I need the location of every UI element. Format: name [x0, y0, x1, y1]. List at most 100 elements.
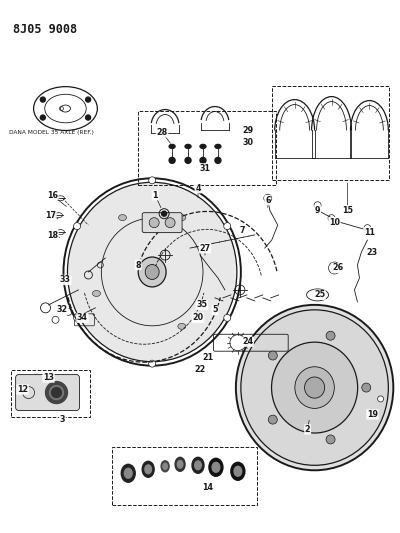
Ellipse shape [200, 144, 206, 148]
Text: 8J05 9008: 8J05 9008 [13, 23, 77, 36]
Ellipse shape [138, 257, 166, 287]
Text: 9: 9 [315, 206, 320, 215]
Text: 17: 17 [45, 211, 56, 220]
Text: 19: 19 [367, 410, 378, 419]
Circle shape [224, 223, 231, 230]
Text: 33: 33 [60, 276, 71, 285]
Text: 11: 11 [364, 228, 375, 237]
Circle shape [40, 97, 45, 102]
Text: 21: 21 [202, 353, 214, 362]
Bar [138, 110, 276, 185]
Text: DANA MODEL 35 AXLE (REF.): DANA MODEL 35 AXLE (REF.) [9, 131, 94, 135]
Ellipse shape [209, 458, 223, 477]
Text: 31: 31 [200, 164, 210, 173]
Circle shape [362, 383, 371, 392]
Ellipse shape [178, 324, 186, 329]
Ellipse shape [68, 182, 237, 362]
Ellipse shape [175, 457, 185, 471]
Ellipse shape [50, 385, 64, 400]
Circle shape [169, 157, 175, 163]
Ellipse shape [121, 464, 135, 482]
Bar [11, 370, 90, 417]
Circle shape [74, 314, 80, 321]
Text: 7: 7 [239, 225, 245, 235]
Bar [112, 447, 257, 505]
Ellipse shape [192, 457, 204, 473]
Ellipse shape [215, 144, 221, 148]
Circle shape [86, 115, 91, 120]
Text: 24: 24 [242, 337, 253, 346]
Circle shape [200, 157, 206, 163]
Text: 2: 2 [305, 425, 310, 434]
Ellipse shape [169, 144, 175, 148]
Ellipse shape [295, 367, 334, 408]
Ellipse shape [145, 465, 152, 474]
Text: 15: 15 [342, 206, 353, 215]
Text: 32: 32 [57, 305, 68, 314]
Circle shape [268, 351, 277, 360]
Circle shape [74, 223, 80, 230]
Circle shape [165, 217, 175, 228]
Ellipse shape [304, 377, 325, 398]
Ellipse shape [185, 144, 191, 148]
Circle shape [162, 211, 167, 216]
Circle shape [326, 435, 335, 444]
Text: 23: 23 [367, 247, 378, 256]
Circle shape [185, 157, 191, 163]
Text: 18: 18 [47, 231, 58, 240]
Ellipse shape [236, 305, 393, 470]
Text: 5: 5 [212, 305, 218, 314]
Text: 28: 28 [156, 128, 168, 137]
Ellipse shape [195, 461, 201, 470]
Text: 14: 14 [202, 483, 214, 492]
Text: 12: 12 [17, 385, 28, 394]
Ellipse shape [178, 215, 186, 221]
Circle shape [215, 157, 221, 163]
Text: 6: 6 [265, 196, 270, 205]
Ellipse shape [177, 461, 183, 468]
Bar [272, 86, 389, 180]
Circle shape [149, 177, 156, 184]
Text: 1: 1 [152, 191, 158, 200]
FancyBboxPatch shape [16, 375, 80, 410]
Text: 26: 26 [332, 263, 343, 272]
Ellipse shape [212, 462, 220, 472]
Ellipse shape [92, 290, 100, 296]
Circle shape [326, 331, 335, 340]
Circle shape [86, 97, 91, 102]
Text: 22: 22 [194, 365, 206, 374]
Circle shape [149, 360, 156, 367]
Text: 3: 3 [60, 415, 65, 424]
Text: 34: 34 [77, 313, 88, 322]
Ellipse shape [241, 310, 388, 465]
Text: 10: 10 [329, 217, 340, 227]
Ellipse shape [272, 342, 358, 433]
Text: 27: 27 [200, 244, 210, 253]
FancyBboxPatch shape [142, 213, 182, 232]
Ellipse shape [163, 463, 167, 470]
Text: 29: 29 [242, 126, 253, 135]
Circle shape [149, 217, 159, 228]
Text: 25: 25 [314, 290, 325, 300]
Text: 30: 30 [242, 138, 253, 147]
Circle shape [224, 314, 231, 321]
Ellipse shape [231, 462, 245, 480]
Ellipse shape [234, 466, 242, 476]
Text: 13: 13 [43, 373, 54, 382]
Text: 8: 8 [136, 261, 141, 270]
Ellipse shape [142, 462, 154, 477]
Circle shape [52, 387, 62, 398]
Circle shape [378, 396, 384, 402]
Ellipse shape [161, 461, 169, 472]
Text: 35: 35 [196, 301, 208, 309]
Circle shape [40, 115, 45, 120]
Ellipse shape [124, 469, 132, 478]
Ellipse shape [46, 382, 68, 403]
Text: 16: 16 [47, 191, 58, 200]
Text: 4: 4 [195, 184, 201, 193]
Ellipse shape [145, 264, 159, 279]
Circle shape [23, 386, 34, 399]
Text: 20: 20 [192, 313, 204, 322]
Circle shape [268, 415, 277, 424]
Ellipse shape [118, 215, 126, 221]
